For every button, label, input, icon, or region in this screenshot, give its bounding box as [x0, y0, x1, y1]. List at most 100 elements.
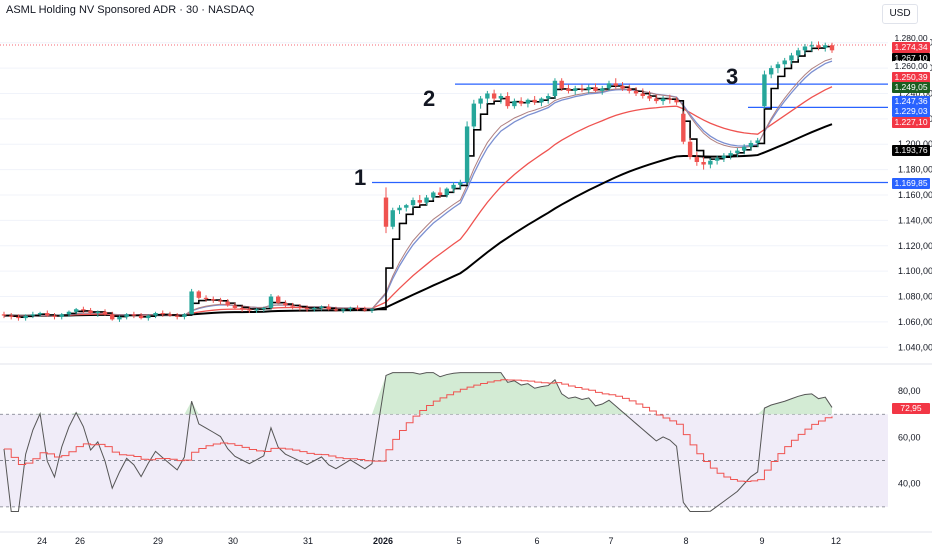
price-tag: 1.169,85	[892, 178, 930, 189]
price-tag: 1.274,34	[892, 42, 930, 53]
price-tag: 1.229,03	[892, 106, 930, 117]
candle-body	[225, 301, 230, 306]
candle-body	[552, 80, 558, 96]
candle-body	[478, 98, 483, 104]
time-tick-label: 9	[759, 536, 764, 546]
candle-body	[153, 313, 158, 316]
time-tick-label: 31	[303, 536, 313, 546]
candles	[1, 41, 835, 322]
candle-body	[647, 96, 652, 99]
candle-body	[633, 90, 639, 94]
price-tick-label: 1.180,00	[898, 165, 932, 175]
candle-body	[674, 99, 679, 103]
wave-label-3: 3	[726, 64, 739, 89]
ema-fast-blue-line	[3, 60, 833, 317]
candle-body	[431, 192, 436, 198]
candle-body	[525, 99, 531, 104]
time-tick-label: 6	[534, 536, 539, 546]
candle-body	[283, 302, 288, 306]
chart-grid	[0, 42, 888, 348]
candle-body	[73, 309, 79, 312]
candle-body	[66, 311, 72, 315]
candle-body	[721, 155, 727, 159]
candle-body	[45, 313, 50, 316]
currency-button[interactable]: USD	[882, 4, 918, 24]
time-tick-label: 5	[456, 536, 461, 546]
candle-body	[110, 314, 115, 320]
candle-body	[390, 210, 395, 227]
wave-label-1: 1	[354, 165, 367, 190]
time-tick-label: 2026	[373, 536, 393, 546]
candle-body	[304, 307, 310, 310]
candle-body	[160, 313, 165, 315]
candle-body	[755, 140, 760, 143]
candle-body	[268, 296, 274, 308]
chart-title: ASML Holding NV Sponsored ADR · 30 · NAS…	[6, 4, 255, 16]
moving-averages	[3, 45, 833, 318]
candle-body	[762, 74, 767, 107]
candle-body	[748, 142, 754, 147]
candle-body	[579, 88, 585, 90]
candle-body	[640, 93, 645, 96]
price-tag: 1.260,00	[892, 61, 930, 72]
candle-body	[498, 96, 504, 99]
candle-body	[491, 93, 497, 99]
candle-body	[823, 45, 828, 48]
candle-body	[735, 150, 740, 154]
candle-body	[518, 101, 524, 104]
candle-body	[782, 60, 787, 65]
ema-fast-red-line	[3, 58, 833, 317]
candle-body	[796, 50, 801, 56]
candle-body	[189, 291, 194, 315]
candle-body	[326, 306, 331, 310]
candle-body	[451, 184, 456, 189]
rsi-panel: 80,00 60,00 40,00	[0, 363, 932, 512]
step-line	[4, 45, 833, 318]
price-tick-label: 1.040,00	[898, 342, 932, 352]
candle-body	[829, 45, 835, 51]
candle-body	[573, 88, 578, 91]
candle-body	[131, 314, 137, 316]
candle-body	[254, 309, 259, 311]
rsi-overbought-fill	[4, 372, 832, 415]
candle-body	[290, 305, 295, 307]
candle-body	[444, 188, 450, 195]
candle-body	[167, 314, 173, 316]
time-tick-label: 12	[831, 536, 841, 546]
candle-body	[312, 307, 317, 310]
candle-body	[239, 307, 245, 310]
candle-body	[512, 101, 517, 107]
candle-body	[545, 96, 551, 99]
candle-body	[701, 162, 706, 165]
price-tag: 1.280,00	[892, 33, 930, 44]
rsi-tick-label: 80,00	[898, 386, 921, 396]
candle-body	[88, 310, 93, 314]
price-tick-label: 1.160,00	[898, 190, 932, 200]
candle-body	[789, 55, 794, 61]
price-tick-label: 1.240,00	[898, 88, 932, 98]
candle-body	[81, 309, 86, 311]
price-tag: 1.267,10	[892, 53, 930, 64]
candle-body	[30, 314, 36, 316]
candle-body	[355, 307, 360, 310]
candle-body	[362, 309, 367, 311]
candle-body	[627, 88, 632, 91]
price-tick-label: 1.140,00	[898, 215, 932, 225]
candle-body	[613, 83, 618, 86]
candle-body	[117, 316, 122, 320]
candle-body	[559, 80, 564, 89]
candle-body	[333, 309, 339, 311]
candle-body	[297, 306, 303, 308]
candle-body	[138, 315, 144, 319]
rsi-tick-label: 40,00	[898, 479, 921, 489]
candle-body	[464, 126, 470, 183]
price-tag: 1.193,76	[892, 145, 930, 156]
price-tick-label: 1.100,00	[898, 266, 932, 276]
candle-body	[37, 313, 43, 315]
time-tick-label: 26	[75, 536, 85, 546]
candle-body	[319, 306, 324, 308]
candle-body	[694, 156, 700, 162]
candle-body	[566, 88, 571, 91]
candle-body	[681, 113, 686, 142]
